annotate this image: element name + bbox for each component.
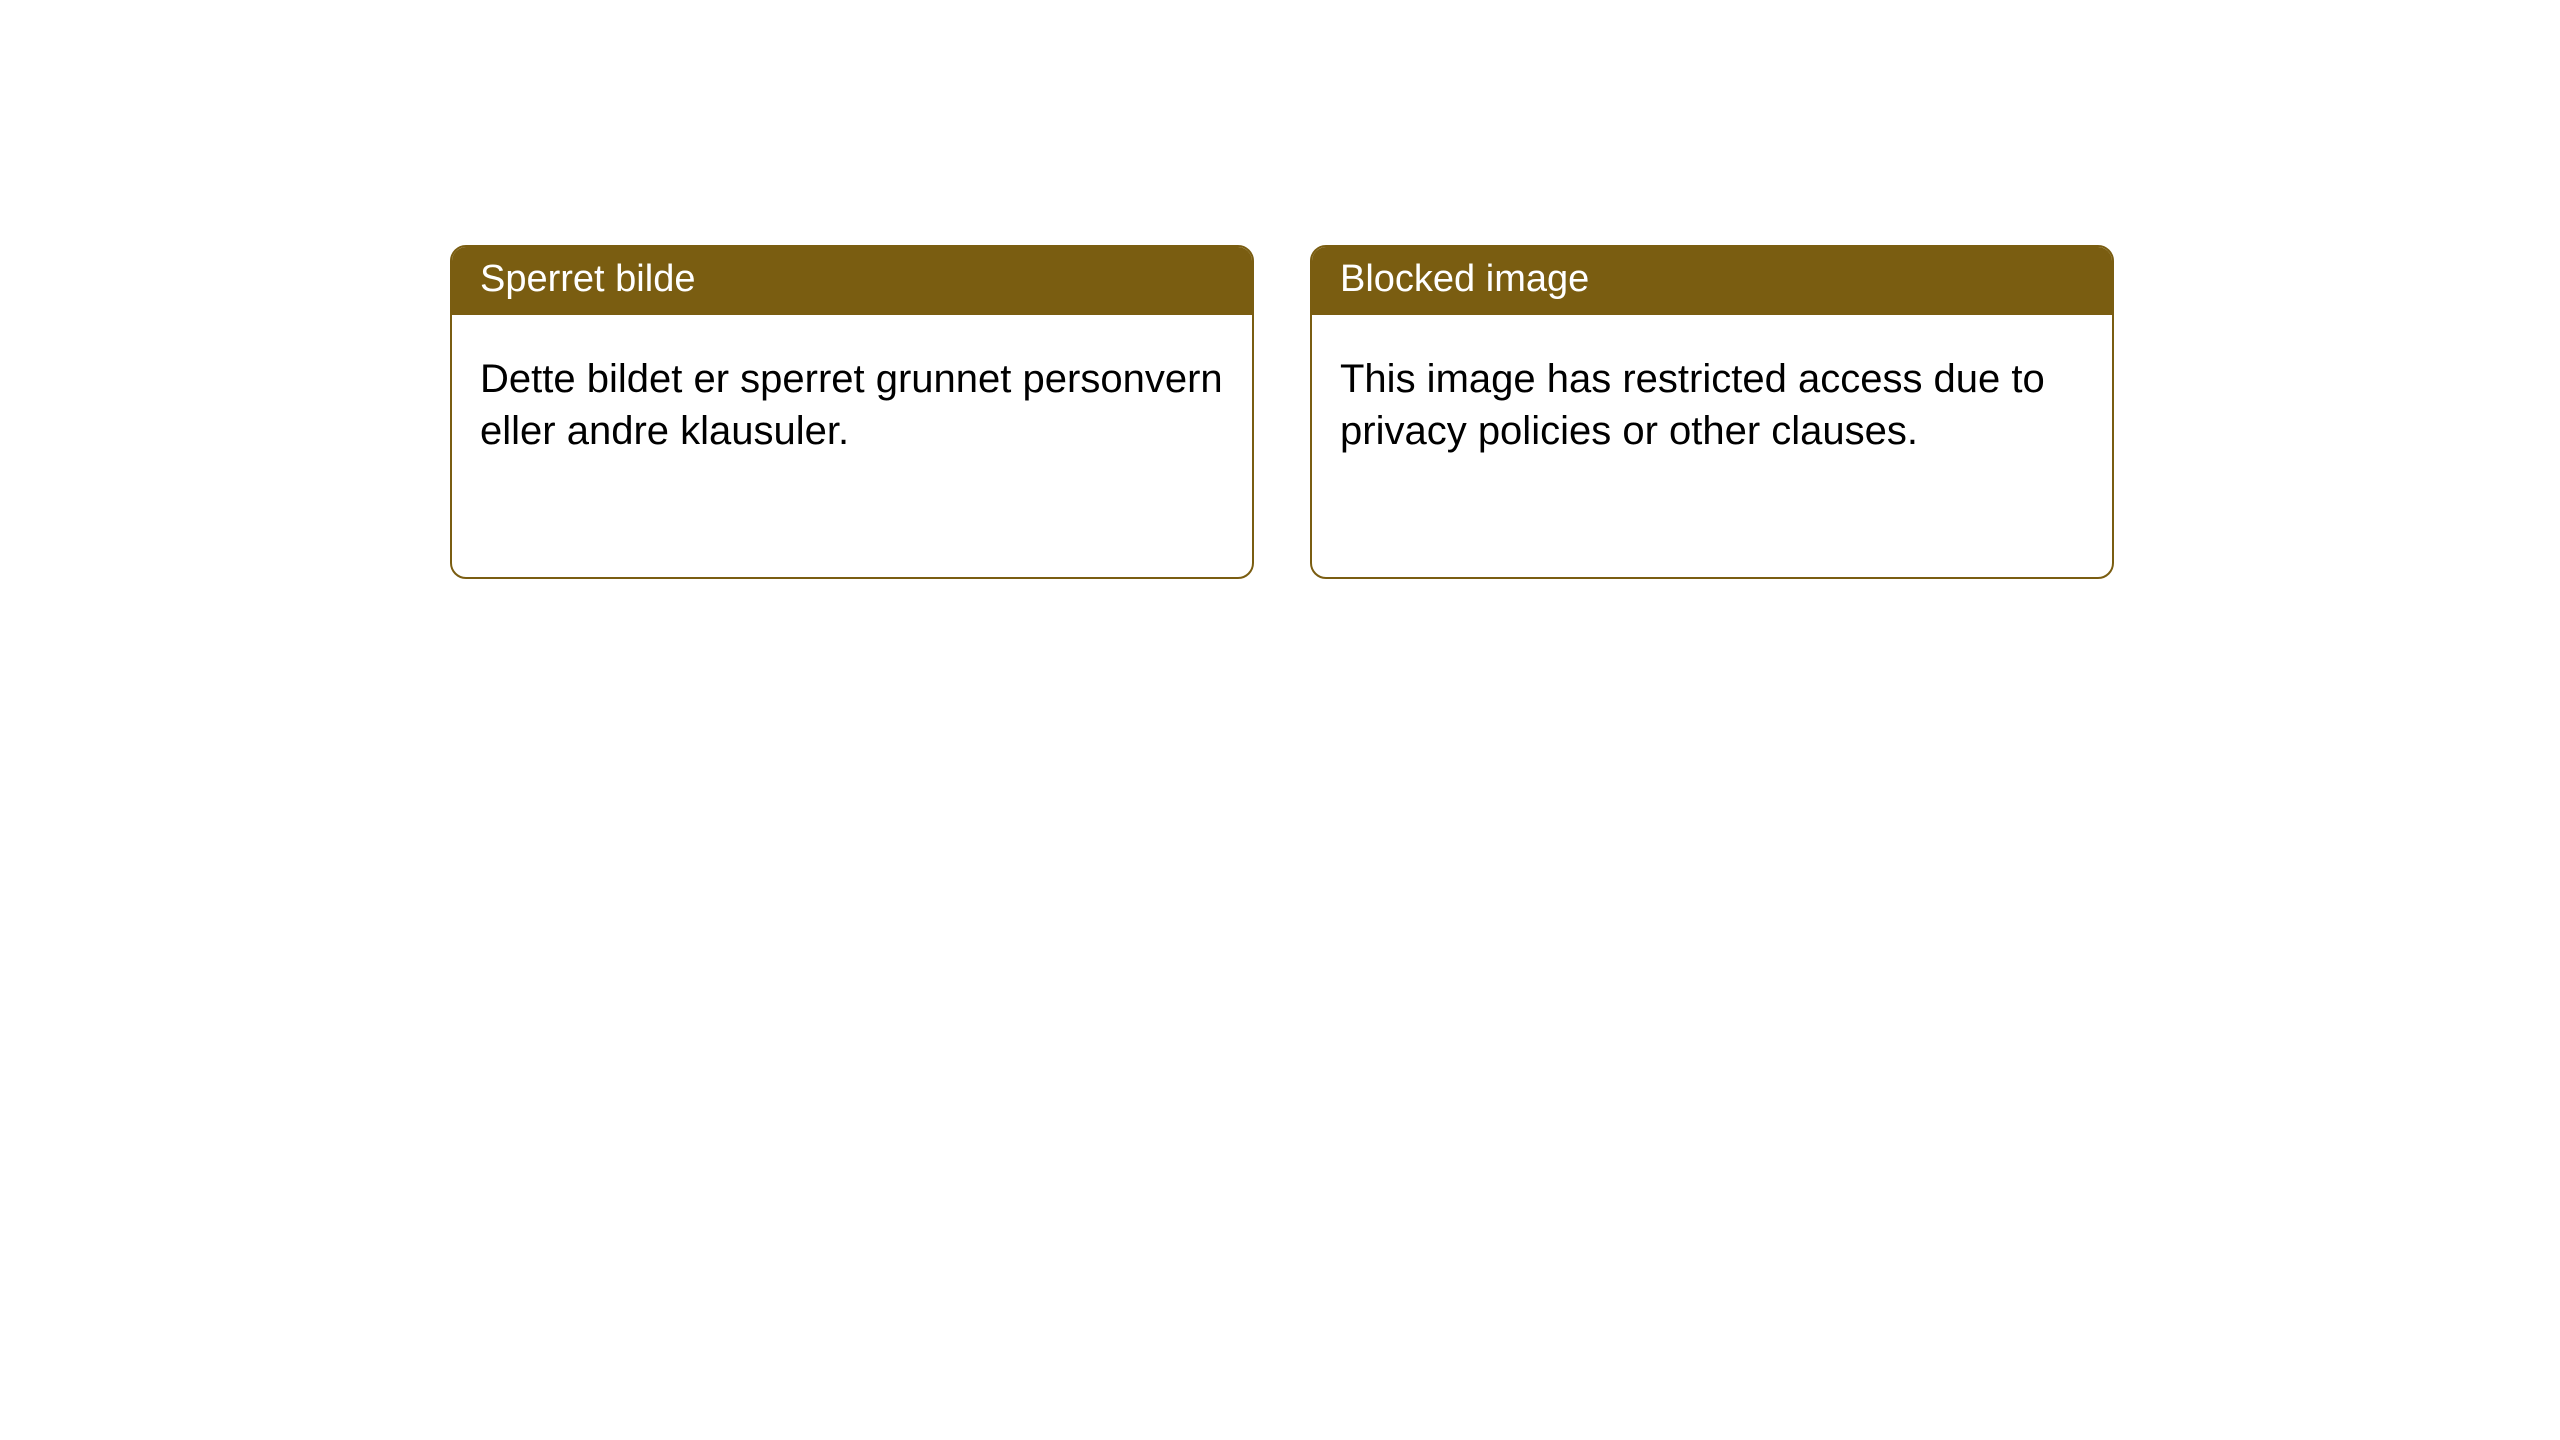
notice-container: Sperret bilde Dette bildet er sperret gr… [0,0,2560,579]
notice-body-norwegian: Dette bildet er sperret grunnet personve… [452,315,1252,497]
notice-card-norwegian: Sperret bilde Dette bildet er sperret gr… [450,245,1254,579]
notice-card-english: Blocked image This image has restricted … [1310,245,2114,579]
notice-title-norwegian: Sperret bilde [452,247,1252,315]
notice-body-english: This image has restricted access due to … [1312,315,2112,497]
notice-title-english: Blocked image [1312,247,2112,315]
